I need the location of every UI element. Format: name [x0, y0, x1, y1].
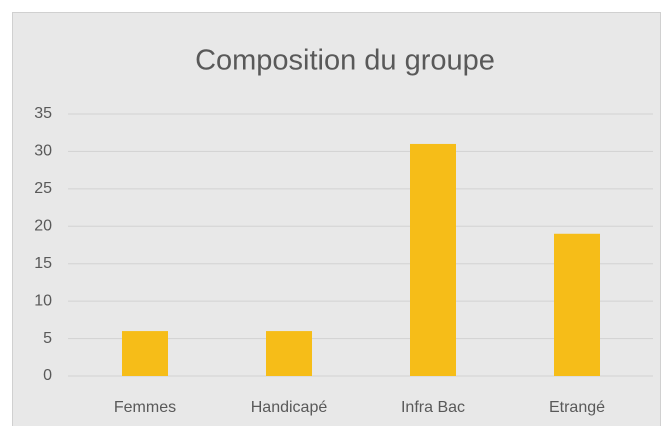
bar — [122, 331, 168, 376]
y-tick-label: 10 — [34, 292, 52, 309]
x-tick-label: Femmes — [114, 399, 176, 416]
bar — [266, 331, 312, 376]
chart-background — [12, 12, 661, 426]
y-tick-label: 25 — [34, 180, 52, 197]
bar — [410, 143, 456, 376]
y-tick-label: 20 — [34, 218, 52, 235]
x-tick-label: Etrangé — [549, 399, 605, 416]
y-tick-label: 0 — [43, 367, 52, 384]
x-tick-label: Infra Bac — [401, 399, 465, 416]
y-tick-label: 15 — [34, 255, 52, 272]
y-tick-label: 35 — [34, 105, 52, 122]
chart-title: Composition du groupe — [195, 45, 495, 77]
x-tick-label: Handicapé — [251, 399, 328, 416]
bar — [554, 233, 600, 376]
y-tick-label: 5 — [43, 330, 52, 347]
y-tick-label: 30 — [34, 143, 52, 160]
